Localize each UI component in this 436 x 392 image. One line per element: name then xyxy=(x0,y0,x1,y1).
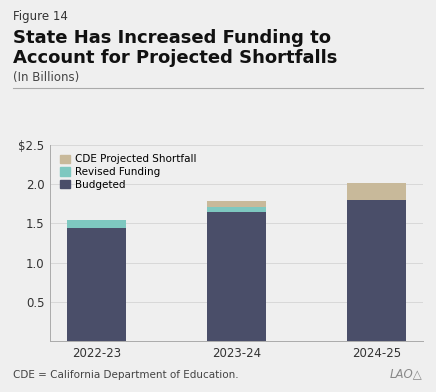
Text: Account for Projected Shortfalls: Account for Projected Shortfalls xyxy=(13,49,337,67)
Text: CDE = California Department of Education.: CDE = California Department of Education… xyxy=(13,370,238,380)
Text: (In Billions): (In Billions) xyxy=(13,71,79,83)
Bar xyxy=(207,201,266,207)
Bar xyxy=(207,212,266,341)
Bar xyxy=(67,220,126,228)
Legend: CDE Projected Shortfall, Revised Funding, Budgeted: CDE Projected Shortfall, Revised Funding… xyxy=(55,150,201,194)
Bar xyxy=(67,228,126,341)
Bar xyxy=(207,207,266,212)
Text: State Has Increased Funding to: State Has Increased Funding to xyxy=(13,29,331,47)
Text: Figure 14: Figure 14 xyxy=(13,10,68,23)
Bar xyxy=(347,183,406,200)
Text: LAO△: LAO△ xyxy=(390,367,423,380)
Bar xyxy=(347,200,406,341)
